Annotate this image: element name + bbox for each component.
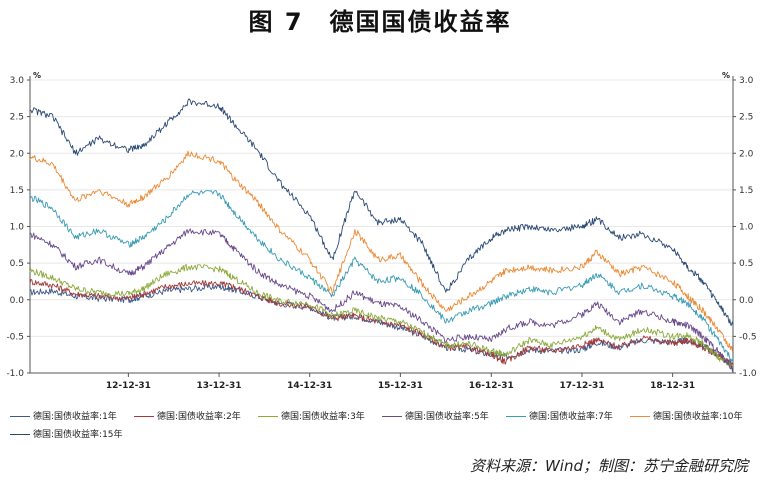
figure-number: 图 7 [248, 8, 304, 36]
y-tick-label-right: 0.0 [739, 296, 754, 306]
series-line [29, 98, 734, 327]
series-line [30, 228, 734, 372]
series-line [29, 150, 734, 352]
legend-swatch [382, 416, 402, 417]
chart-title: 图 7 德国国债收益率 [0, 2, 760, 37]
y-tick-label-left: 0.0 [10, 296, 25, 306]
legend-item: 德国:国债收益率:5年 [382, 411, 489, 423]
y-tick-label-right: 2.5 [739, 113, 753, 123]
legend-swatch [506, 416, 526, 417]
y-tick-label-left: 1.5 [10, 186, 24, 196]
y-tick-label-left: 2.5 [10, 113, 24, 123]
legend-swatch [258, 416, 278, 417]
y-tick-label-left: 2.0 [10, 149, 25, 159]
y-tick-label-left: -0.5 [6, 332, 24, 342]
y-unit-right: % [722, 71, 730, 80]
legend-item: 德国:国债收益率:2年 [134, 411, 241, 423]
y-tick-label-right: 1.0 [739, 223, 754, 233]
legend-swatch [134, 416, 154, 417]
y-tick-label-left: 0.5 [10, 259, 24, 269]
legend-item: 德国:国债收益率:10年 [630, 411, 743, 423]
y-unit-left: % [33, 71, 41, 80]
x-tick-label: 12-12-31 [106, 381, 151, 391]
legend-swatch [10, 434, 30, 435]
x-tick-label: 14-12-31 [287, 381, 332, 391]
legend-label: 德国:国债收益率:2年 [157, 412, 241, 422]
figure-title-text: 德国国债收益率 [329, 8, 512, 36]
series-line [29, 264, 733, 370]
legend-label: 德国:国债收益率:10年 [653, 412, 743, 422]
legend-swatch [630, 416, 650, 417]
source-note: 资料来源：Wind；制图：苏宁金融研究院 [469, 457, 748, 475]
legend-label: 德国:国债收益率:5年 [405, 412, 489, 422]
y-tick-label-right: -0.5 [739, 332, 757, 342]
y-tick-label-right: 0.5 [739, 259, 753, 269]
y-tick-label-left: 3.0 [10, 76, 25, 86]
legend-label: 德国:国债收益率:15年 [33, 430, 123, 440]
legend-item: 德国:国债收益率:3年 [258, 411, 365, 423]
legend-swatch [10, 416, 30, 417]
y-tick-label-right: 2.0 [739, 149, 754, 159]
legend-item: 德国:国债收益率:15年 [10, 429, 123, 441]
y-tick-label-left: -1.0 [6, 369, 24, 379]
x-tick-label: 17-12-31 [559, 381, 604, 391]
y-tick-label-right: -1.0 [739, 369, 757, 379]
legend-label: 德国:国债收益率:1年 [33, 412, 117, 422]
x-tick-label: 15-12-31 [378, 381, 423, 391]
series-line [29, 278, 734, 368]
y-tick-label-right: 1.5 [739, 186, 753, 196]
x-tick-label: 13-12-31 [197, 381, 242, 391]
legend-label: 德国:国债收益率:7年 [529, 412, 613, 422]
x-tick-label: 18-12-31 [650, 381, 695, 391]
legend-label: 德国:国债收益率:3年 [281, 412, 365, 422]
y-tick-label-left: 1.0 [10, 223, 25, 233]
y-tick-label-right: 3.0 [739, 76, 754, 86]
legend-item: 德国:国债收益率:7年 [506, 411, 613, 423]
series-line [29, 190, 734, 363]
legend-item: 德国:国债收益率:1年 [10, 411, 117, 423]
x-tick-label: 16-12-31 [469, 381, 514, 391]
